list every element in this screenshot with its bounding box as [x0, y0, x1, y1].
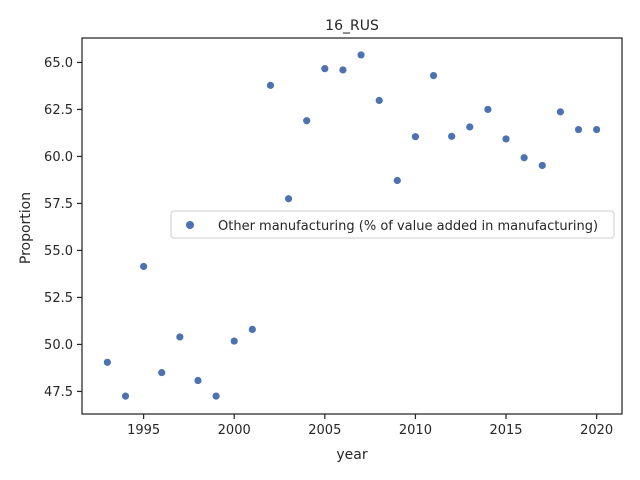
x-axis: 1995 2000 2005 2010 2015 2020: [127, 414, 613, 438]
data-point: [466, 123, 474, 131]
y-tick-label: 57.5: [44, 197, 73, 212]
x-tick-label: 2015: [489, 423, 522, 438]
y-tick-label: 47.5: [44, 385, 73, 400]
data-point: [411, 133, 420, 141]
y-tick-label: 55.0: [44, 244, 73, 259]
data-point: [339, 66, 347, 74]
data-point: [484, 105, 492, 114]
legend-marker: [186, 221, 194, 229]
data-point: [266, 81, 275, 89]
data-point: [212, 392, 220, 400]
y-tick-label: 50.0: [44, 338, 73, 353]
data-point: [194, 376, 202, 385]
data-point: [593, 125, 601, 134]
chart-title: 16_RUS: [325, 18, 379, 34]
x-tick-label: 2000: [218, 423, 251, 438]
data-point: [103, 358, 111, 366]
y-axis-label: Proportion: [18, 192, 34, 264]
data-point: [357, 51, 365, 59]
data-point: [574, 125, 583, 134]
x-tick-label: 1995: [127, 423, 160, 438]
data-point: [429, 72, 438, 80]
y-axis: 47.5 50.0 52.5 55.0 57.5 60.0 62.5 65.0: [44, 56, 82, 400]
data-point: [520, 154, 528, 162]
y-tick-label: 62.5: [44, 103, 73, 118]
data-point: [556, 108, 564, 116]
data-point: [303, 117, 311, 125]
legend-box: [170, 210, 615, 239]
data-point: [230, 337, 238, 345]
data-point: [375, 96, 383, 105]
data-point: [448, 132, 456, 140]
data-point: [248, 325, 256, 333]
legend-label: Other manufacturing (% of value added in…: [218, 219, 598, 234]
x-axis-label: year: [336, 447, 367, 463]
data-point: [393, 176, 401, 185]
data-point: [158, 369, 166, 377]
data-point: [538, 161, 546, 170]
data-point: [176, 333, 184, 341]
y-tick-label: 52.5: [44, 291, 73, 306]
legend: Other manufacturing (% of value added in…: [170, 210, 615, 239]
data-point: [321, 65, 329, 73]
y-tick-label: 60.0: [44, 150, 73, 165]
plot-area: [81, 37, 623, 415]
x-tick-label: 2010: [399, 423, 432, 438]
plot-frame: [81, 37, 623, 415]
data-point: [121, 392, 130, 400]
data-point: [502, 135, 510, 143]
x-tick-label: 2005: [308, 423, 341, 438]
data-point: [140, 262, 148, 271]
y-tick-label: 65.0: [44, 56, 73, 71]
x-tick-label: 2020: [580, 423, 613, 438]
data-point: [284, 195, 293, 203]
data-points: [103, 51, 601, 400]
